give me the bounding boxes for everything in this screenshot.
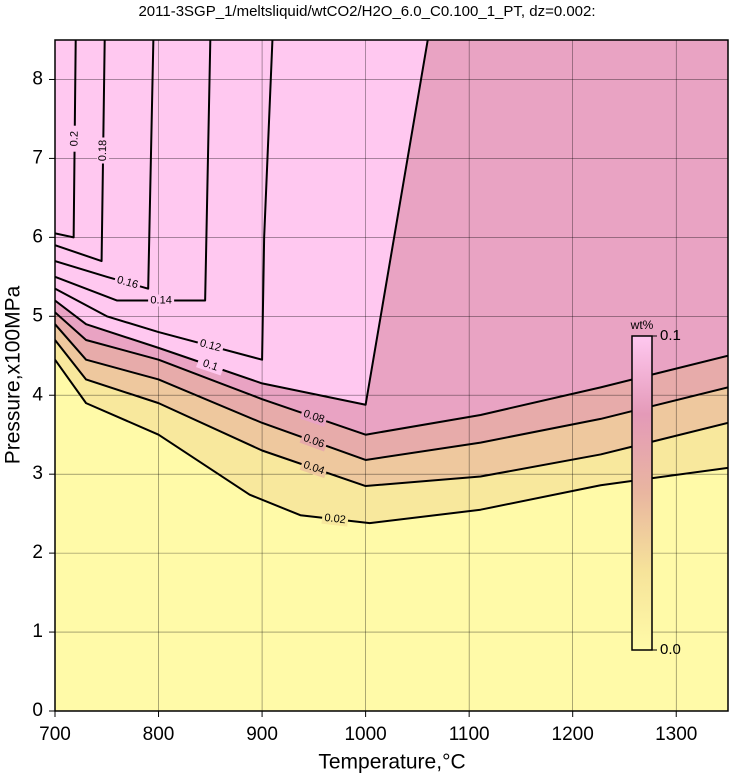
x-tick-label: 1200: [552, 724, 594, 745]
contour-label-group: 0.12: [196, 336, 225, 356]
contour-label-bg: [321, 511, 349, 527]
contour-line: [55, 40, 106, 263]
x-tick-label: 1100: [449, 724, 490, 745]
y-tick-label: 7: [32, 147, 43, 168]
x-tick-label: 800: [143, 724, 175, 745]
contour-label-group: 0.2: [68, 125, 81, 152]
y-tick-label: 3: [32, 463, 43, 484]
contour-label: 0.02: [324, 512, 347, 526]
contour-label-bg: [96, 137, 110, 164]
x-tick-label: 1300: [655, 724, 697, 745]
contour-label-group: 0.1: [196, 355, 225, 376]
contour-label-bg: [299, 458, 329, 479]
plot-frame: [54, 39, 729, 712]
colorbar-tick-label: 0.1: [660, 327, 681, 344]
chart-title: 2011-3SGP_1/meltsliquid/wtCO2/H2O_6.0_C0…: [138, 3, 595, 20]
contour-label-bg: [113, 273, 142, 293]
contour-label: 0.2: [68, 131, 80, 146]
contour-label-group: 0.18: [96, 137, 110, 164]
y-tick-label: 2: [32, 542, 43, 563]
y-tick-label: 5: [32, 305, 43, 326]
contour-label-bg: [68, 125, 81, 152]
colorbar-tick-label: 0.0: [660, 641, 681, 658]
x-tick-label: 900: [246, 724, 278, 745]
contour-label-bg: [148, 294, 175, 307]
contour-label-group: 0.02: [321, 511, 349, 527]
x-tick-label: 1000: [344, 724, 386, 745]
y-axis-title: Pressure,x100MPa: [2, 285, 25, 464]
y-tick-label: 1: [32, 621, 43, 642]
colorbar-title: wt%: [630, 318, 654, 332]
contour-label-group: 0.14: [148, 294, 175, 307]
contour-line: [55, 359, 728, 525]
plot-area: 0.020.040.060.080.10.120.140.160.180.2: [55, 40, 728, 711]
colorbar: [631, 335, 653, 651]
y-tick-label: 0: [32, 700, 43, 721]
contour-label-bg: [299, 407, 329, 427]
contour-label: 0.14: [150, 294, 171, 306]
contour-label-bg: [299, 431, 329, 452]
x-tick-label: 700: [39, 724, 71, 745]
contour-label: 0.18: [97, 140, 109, 162]
contour-label: 0.1: [201, 357, 219, 373]
contour-fill: [55, 40, 76, 238]
contour-label-bg: [196, 336, 225, 356]
y-tick-label: 6: [32, 226, 43, 247]
y-tick-label: 4: [32, 384, 43, 405]
contour-label-bg: [196, 355, 225, 376]
contour-label: 0.12: [198, 337, 222, 354]
contour-label: 0.16: [116, 274, 140, 291]
contour-label-group: 0.16: [113, 273, 142, 293]
x-axis-title: Temperature,°C: [318, 751, 465, 774]
y-tick-label: 8: [32, 68, 43, 89]
contour-line: [55, 40, 77, 239]
